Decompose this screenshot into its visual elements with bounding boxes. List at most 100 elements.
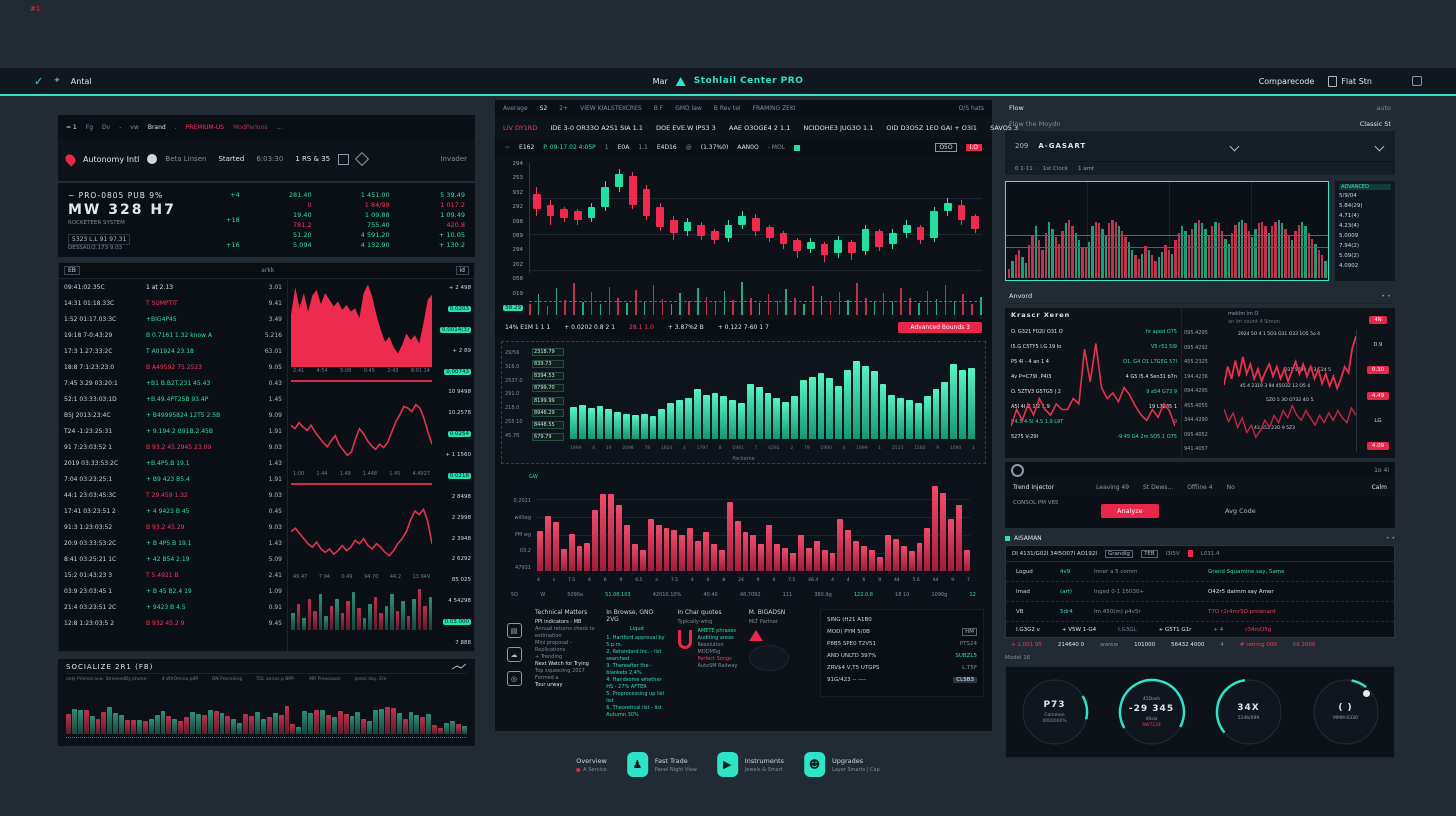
table-row[interactable]: 17:41 03:23:51 2 + 4 9423 B 45 0.45 <box>59 503 287 519</box>
select-subitem[interactable]: 1 amt <box>1077 165 1095 172</box>
table-row[interactable]: 09:41:02.35C 1 at 2.13 3.01 <box>59 279 287 295</box>
toolbar2-item[interactable]: St Dews... <box>1143 483 1174 491</box>
lock-icon[interactable] <box>1412 76 1422 86</box>
table-row[interactable]: 18:8 7:1:23:23:0 B A49592 75.2523 9.05 <box>59 359 287 375</box>
table-row[interactable]: 52:1 03:33:03:1D +B.49.4PT25B 93.4P 1.45 <box>59 391 287 407</box>
adv-footer-item[interactable]: + G5T1 G1r <box>1158 626 1192 633</box>
advanced-row[interactable]: VB 5dr4 Im.450(m) p4v5r T7O r2r4mr5O prowna… <box>1006 602 1394 622</box>
left-tab[interactable]: vw <box>130 123 139 131</box>
nav-center-prefix[interactable]: Mar <box>652 76 668 86</box>
menu-item[interactable]: S2 <box>539 105 548 112</box>
analysis-badge[interactable]: 0.9 <box>1373 342 1383 348</box>
headset-icon[interactable]: ◎ <box>506 671 522 686</box>
left-tab[interactable]: - <box>119 123 122 131</box>
more-dots-icon[interactable]: • • <box>1381 292 1391 300</box>
grid-icon[interactable]: ✦ <box>53 76 61 86</box>
analysis-row[interactable]: 5275 V-29I -9 45 G4 2m 5O5.1 O75 <box>1011 429 1177 444</box>
adv-footer-item[interactable]: I.G3GL <box>1118 626 1137 633</box>
menu-item[interactable]: LIV DY1RD <box>503 123 538 132</box>
left-main-tab[interactable]: EB <box>64 266 80 275</box>
toolbar-item[interactable]: 1 RS & 35 <box>295 155 331 163</box>
analyze-button[interactable]: Analyze <box>1101 504 1159 518</box>
left-tab[interactable]: PREMIUM-US <box>185 123 225 131</box>
menu-item[interactable]: SAVO5 3 <box>990 123 1019 132</box>
menu-item[interactable]: 2+ <box>559 105 569 112</box>
nav-compare-link[interactable]: Comparecode <box>1258 76 1315 86</box>
table-row[interactable]: 19:18 7-0:43:29 B 0.7161 1.32 know A 5.216 <box>59 327 287 343</box>
check-icon[interactable]: ✓ <box>34 74 44 88</box>
menu1-right[interactable]: O/S hats <box>958 105 984 112</box>
gear-icon[interactable] <box>1011 463 1024 477</box>
right-sub-right[interactable]: Classic St <box>1359 119 1391 128</box>
table-row[interactable]: 91 7:23:03:52 1 B 93.2 45.2945 23.09 9.03 <box>59 439 287 455</box>
nav-left-label[interactable]: Antal <box>70 76 92 86</box>
table-row[interactable]: 2019 03:33:53:2C +B.4P5.B 19.1 1.43 <box>59 455 287 471</box>
table-row[interactable]: 1:52 01:17.03:3C +BIG4P45 3.49 <box>59 311 287 327</box>
avatar-badge[interactable] <box>147 154 158 164</box>
advanced-dots-icon[interactable]: • • <box>1386 535 1395 542</box>
table-row[interactable]: 91:3 1:23:03:52 B 93.2 45.29 9.03 <box>59 519 287 535</box>
footer-item[interactable]: ♟ Fast Trade Panel Night View <box>626 752 697 777</box>
select-subitem[interactable]: 0 1-11 <box>1015 165 1033 172</box>
analysis-row[interactable]: P5 4I - 4 an 1 4 O1. G4 O1 L7G5G 57I <box>1011 354 1177 369</box>
table-row[interactable]: 15:2 01:43:23 3 T 5.4921 B 2.41 <box>59 567 287 583</box>
cloud-icon[interactable]: ☁ <box>506 647 522 662</box>
advanced-chip-1[interactable]: Grandig <box>1105 549 1133 558</box>
diamond-icon[interactable] <box>355 151 370 167</box>
adv-footer-item[interactable]: r34mO5g <box>1245 626 1272 633</box>
chevron-down-icon[interactable] <box>1229 141 1240 151</box>
menu-item[interactable]: IDE 3-0 OR33O A2S1 SIA 1.1 <box>550 123 643 132</box>
ticker-badge-1[interactable]: O5O <box>935 143 957 152</box>
ticker-badge-2[interactable]: I.O <box>965 144 982 151</box>
footer-item[interactable]: Overview A Service <box>576 757 607 773</box>
calendar-icon[interactable] <box>338 153 350 165</box>
advanced-row[interactable]: Imad (art) Inged 0-1 15030+ O42r5 daimm say… <box>1006 582 1394 602</box>
left-main-settings[interactable]: id <box>455 266 469 275</box>
analysis-row[interactable]: V4.5 4-5I 4.5 1.9 L9T 9 <box>1011 414 1177 429</box>
footer-item[interactable]: ▶ Instruments Jewels & Smart <box>716 752 784 777</box>
table-row[interactable]: 03:9 23:03:45 1 + B 45 B2.4 19 1.09 <box>59 583 287 599</box>
footer-item[interactable]: ☻ Upgrades Layer Smarts | Cap <box>803 752 880 777</box>
analysis-row[interactable]: I5.G C5TY5 I.G 19 Io V5 r51 5I9 <box>1011 339 1177 354</box>
menu-item[interactable]: Average <box>503 105 528 112</box>
nav-flat-link[interactable]: Flat Stn <box>1328 75 1372 87</box>
adv-footer-item[interactable]: + 4 <box>1213 626 1224 633</box>
left-tab[interactable]: ModParlons <box>233 123 268 131</box>
table-row[interactable]: 7:04 03:23:25:1 + B9 423 B5.4 1.91 <box>59 471 287 487</box>
advanced-bounds-button[interactable]: Advanced Bounds 3 <box>898 322 982 333</box>
left-tab[interactable]: . <box>174 123 177 131</box>
toolbar-item[interactable]: 6:03:30 <box>256 155 284 163</box>
toolbar2-item[interactable]: Leaving 49 <box>1096 483 1130 491</box>
left-toolbar-title[interactable]: Autonomy Intl <box>83 154 140 164</box>
table-row[interactable]: B5J 2013:23:4C + B49995824 12T5 2.5B 9.09 <box>59 407 287 423</box>
analysis-badge[interactable]: 4N <box>1369 316 1387 324</box>
menu-item[interactable]: GMD law <box>675 105 702 112</box>
left-toolbar-right[interactable]: Invader <box>440 155 467 163</box>
table-row[interactable]: 7:45 3.29 03:20:1 +B1 B.B2T.231 45.43 0.43 <box>59 375 287 391</box>
trend-injector-label[interactable]: Trend Injector <box>1013 483 1055 491</box>
left-tab[interactable]: Brand <box>147 123 166 131</box>
left-tab[interactable]: = 1 <box>66 123 77 131</box>
analysis-row[interactable]: 4v P=C79I .P4I3 4 G5 I5.4 5en31 b7n <box>1011 369 1177 384</box>
chevron-down-icon-2[interactable] <box>1374 141 1385 151</box>
table-row[interactable]: T24 -1:23:25:31 + 9.194.2 B91B.2.45B 1.91 <box>59 423 287 439</box>
table-row[interactable]: 21:4 03:23:51 2C + 9423 B 4.5 0.91 <box>59 599 287 615</box>
menu-item[interactable]: FRAMING ZEKI <box>752 105 796 112</box>
left-tab[interactable]: Fg <box>85 123 94 131</box>
table-row[interactable]: 12:8 1:23:03:5 2 B 932 45.2 9 9.45 <box>59 615 287 631</box>
table-row[interactable]: 17:3 1.27:33:2C T A01924 23.18 63.01 <box>59 343 287 359</box>
right-header-right[interactable]: auto <box>1376 104 1391 112</box>
adv-footer-item[interactable]: I.G3G2 v <box>1016 626 1040 633</box>
menu-item[interactable]: B F <box>653 105 664 112</box>
analysis-badge[interactable]: 4.09 <box>1366 442 1390 450</box>
symbol-select[interactable]: 209 A-GASART <box>1005 131 1395 161</box>
left-tab[interactable]: Dv <box>102 123 111 131</box>
card-value[interactable]: CL5B3 <box>953 677 977 683</box>
toolbar2-item[interactable]: Offline 4 <box>1187 483 1213 491</box>
toolbar2-right[interactable]: Calm <box>1371 483 1387 491</box>
menu-item[interactable]: AAE O3OGE4 2 1.1 <box>728 123 791 132</box>
analysis-badge[interactable]: 0.30 <box>1366 366 1390 374</box>
analysis-badge[interactable]: LG <box>1374 418 1382 424</box>
analysis-badge[interactable]: 4.49 <box>1366 392 1390 400</box>
menu-item[interactable]: NCIDOHE3 JUG3O 1.1 <box>803 123 874 132</box>
